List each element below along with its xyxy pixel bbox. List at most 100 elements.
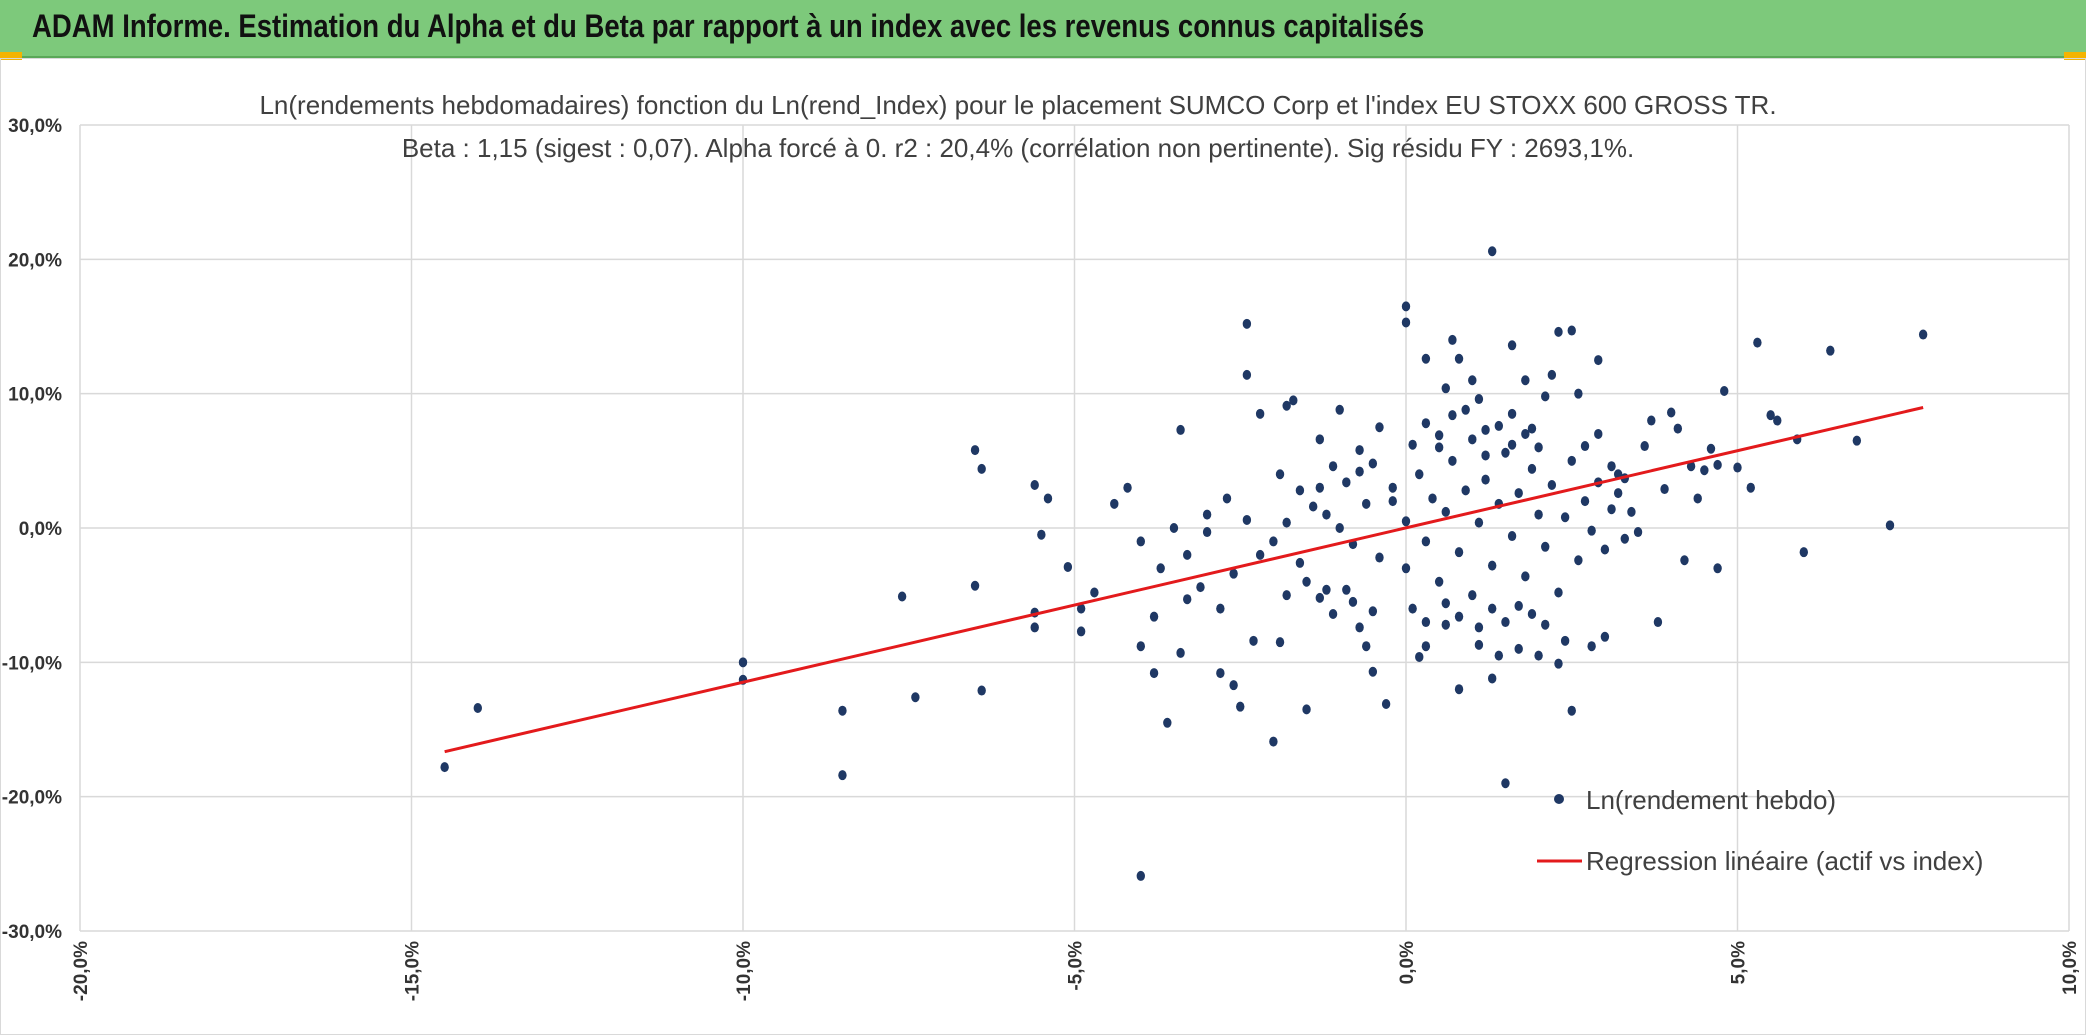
data-point xyxy=(1202,527,1212,538)
data-point xyxy=(1355,445,1364,456)
data-point xyxy=(1554,587,1563,598)
data-point xyxy=(1123,482,1132,493)
data-point xyxy=(1448,455,1457,466)
regression-line-path xyxy=(444,406,1924,754)
data-point xyxy=(1202,509,1212,520)
chart-title-line1: Ln(rendements hebdomadaires) fonction du… xyxy=(259,90,1776,120)
data-point xyxy=(1176,424,1185,435)
data-point xyxy=(1521,571,1530,582)
data-point xyxy=(1421,353,1431,364)
data-point xyxy=(1421,536,1431,547)
data-point xyxy=(1308,501,1318,512)
report-header: ADAM Informe. Estimation du Alpha et du … xyxy=(0,0,2086,58)
data-point xyxy=(1753,337,1762,348)
data-point xyxy=(1521,375,1530,386)
data-point xyxy=(1574,555,1583,566)
data-point xyxy=(473,703,482,714)
data-point xyxy=(1527,463,1537,474)
data-point xyxy=(1713,563,1722,574)
data-point xyxy=(1421,641,1431,652)
data-point xyxy=(1348,596,1358,607)
data-point xyxy=(1587,525,1596,536)
regression-line xyxy=(444,406,1924,754)
data-point xyxy=(1799,547,1809,558)
data-point xyxy=(1501,447,1510,458)
x-tick-label: -10,0% xyxy=(734,941,755,1001)
data-point xyxy=(1428,493,1437,504)
x-tick-label: -5,0% xyxy=(1066,941,1087,991)
data-point xyxy=(1037,529,1046,540)
data-point xyxy=(1706,443,1716,454)
data-point xyxy=(738,657,748,668)
legend-marker-points xyxy=(1554,794,1564,804)
report-title: ADAM Informe. Estimation du Alpha et du … xyxy=(32,8,1425,44)
data-point xyxy=(1580,496,1590,507)
data-point xyxy=(1527,608,1537,619)
data-point xyxy=(1494,650,1504,661)
data-point xyxy=(1826,345,1835,356)
data-point xyxy=(1368,666,1378,677)
legend-label-line: Regression linéaire (actif vs index) xyxy=(1586,846,1983,876)
x-tick-label: -20,0% xyxy=(71,941,92,1001)
data-point xyxy=(1527,423,1537,434)
data-point xyxy=(1196,582,1205,593)
data-point xyxy=(1076,603,1086,614)
data-point xyxy=(1434,442,1444,453)
data-point xyxy=(1375,422,1384,433)
data-point xyxy=(1282,590,1291,601)
data-point xyxy=(977,685,986,696)
data-point xyxy=(1454,684,1464,695)
data-point xyxy=(1600,631,1610,642)
data-point xyxy=(1342,477,1351,488)
data-point xyxy=(1368,606,1378,617)
data-point xyxy=(1401,516,1411,527)
data-point xyxy=(1885,520,1895,531)
data-point xyxy=(897,591,907,602)
data-point xyxy=(1567,455,1576,466)
data-point xyxy=(1474,394,1484,405)
corner-marker xyxy=(0,52,22,60)
data-point xyxy=(1494,420,1504,431)
data-point xyxy=(1461,404,1470,415)
data-point xyxy=(1567,325,1576,336)
data-point xyxy=(1441,598,1450,609)
data-point xyxy=(1454,547,1464,558)
data-point xyxy=(1541,391,1550,402)
data-point xyxy=(1275,469,1285,480)
data-point xyxy=(1408,603,1417,614)
data-point xyxy=(1355,622,1364,633)
data-point xyxy=(1481,450,1490,461)
data-point xyxy=(1852,435,1862,446)
data-point xyxy=(1322,509,1331,520)
data-point xyxy=(1183,594,1192,605)
data-point xyxy=(1454,353,1464,364)
data-point xyxy=(1255,408,1265,419)
x-tick-label: 0,0% xyxy=(1397,941,1418,984)
data-point xyxy=(1700,465,1709,476)
data-point xyxy=(1156,563,1165,574)
data-point xyxy=(838,705,847,716)
data-point xyxy=(1315,592,1325,603)
data-point xyxy=(1362,641,1371,652)
data-point xyxy=(1507,439,1517,450)
data-point xyxy=(1441,619,1450,630)
data-point xyxy=(1030,480,1039,491)
data-point xyxy=(1474,622,1484,633)
data-point xyxy=(1474,517,1484,528)
data-point xyxy=(1560,512,1570,523)
data-point xyxy=(1335,404,1344,415)
data-point xyxy=(1110,498,1119,509)
data-point xyxy=(1733,462,1742,473)
data-point xyxy=(1355,466,1364,477)
y-tick-label: 0,0% xyxy=(19,519,62,540)
chart-title-line2: Beta : 1,15 (sigest : 0,07). Alpha forcé… xyxy=(402,133,1634,163)
y-tick-label: 30,0% xyxy=(8,116,62,137)
y-tick-label: -30,0% xyxy=(2,922,62,943)
data-point xyxy=(1275,637,1285,648)
data-point xyxy=(1295,557,1305,568)
data-point xyxy=(1063,561,1073,572)
data-point xyxy=(970,445,980,456)
data-point xyxy=(1468,375,1477,386)
data-point xyxy=(1693,493,1702,504)
data-point xyxy=(1176,647,1185,658)
